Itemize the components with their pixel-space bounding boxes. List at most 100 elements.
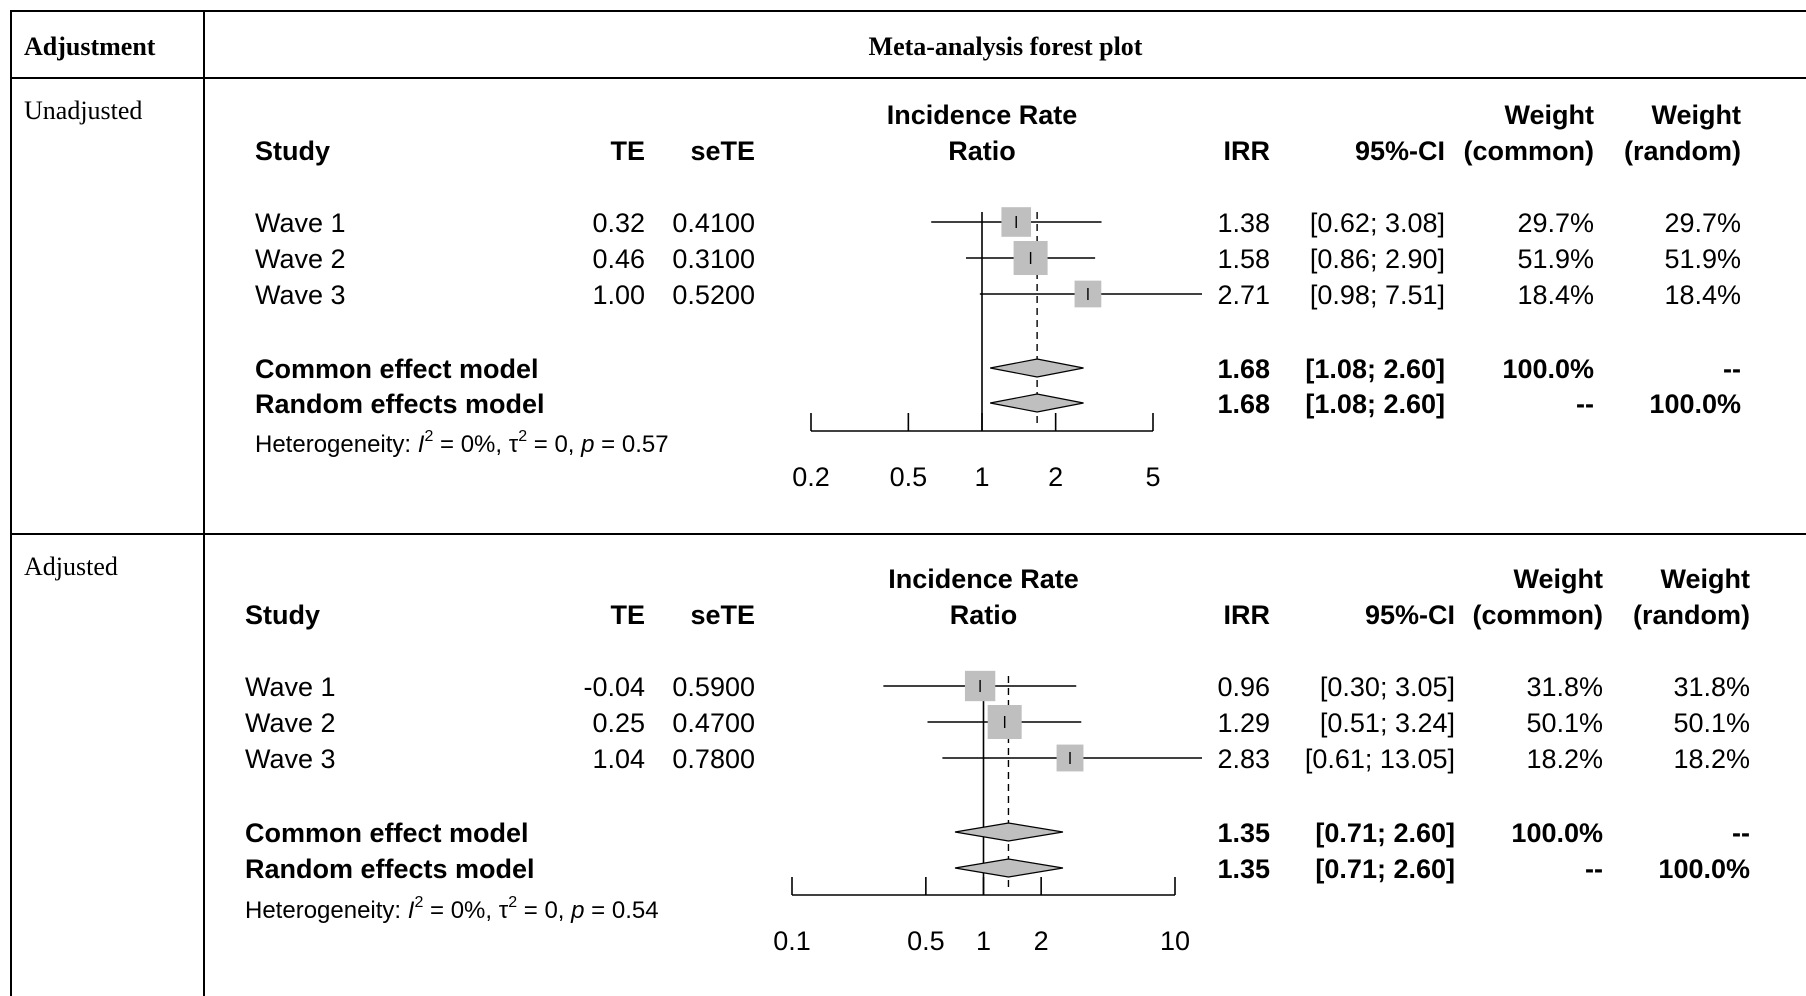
x-axis-tick-label: 1	[976, 926, 991, 956]
study-weight-common: 18.4%	[1517, 280, 1594, 310]
model-diamond	[990, 393, 1084, 413]
model-ci: [0.71; 2.60]	[1315, 818, 1455, 848]
column-header-weight-common-1: Weight	[1514, 564, 1604, 594]
study-label: Wave 2	[245, 708, 336, 738]
heterogeneity-text: Heterogeneity: I2 = 0%, τ2 = 0, p = 0.54	[245, 894, 659, 924]
study-weight-common: 29.7%	[1517, 208, 1594, 238]
study-label: Wave 1	[255, 208, 346, 238]
model-label: Common effect model	[245, 818, 529, 848]
model-weight-common: --	[1576, 389, 1594, 419]
study-ci: [0.30; 3.05]	[1320, 672, 1455, 702]
model-weight-common: 100.0%	[1502, 354, 1594, 384]
study-te: -0.04	[583, 672, 645, 702]
x-axis-tick-label: 0.5	[907, 926, 945, 956]
study-label: Wave 3	[255, 280, 346, 310]
table-left-border	[10, 10, 12, 996]
x-axis-tick-label: 1	[974, 462, 989, 492]
study-label: Wave 3	[245, 744, 336, 774]
study-sete: 0.5200	[672, 280, 755, 310]
model-weight-random: 100.0%	[1658, 854, 1750, 884]
column-header-weight-common-1: Weight	[1505, 100, 1595, 130]
column-header-sete: seTE	[690, 600, 755, 630]
study-ci: [0.61; 13.05]	[1305, 744, 1455, 774]
study-weight-common: 50.1%	[1526, 708, 1603, 738]
model-weight-common: 100.0%	[1511, 818, 1603, 848]
study-ci: [0.86; 2.90]	[1310, 244, 1445, 274]
study-sete: 0.5900	[672, 672, 755, 702]
header-bottom-border	[10, 77, 1806, 79]
model-irr: 1.35	[1217, 818, 1270, 848]
study-irr: 1.38	[1217, 208, 1270, 238]
model-irr: 1.68	[1217, 354, 1270, 384]
model-irr: 1.35	[1217, 854, 1270, 884]
column-header-irr: IRR	[1224, 600, 1271, 630]
row-divider	[10, 533, 1806, 535]
study-irr: 1.29	[1217, 708, 1270, 738]
x-axis-tick-label: 0.1	[773, 926, 811, 956]
study-weight-random: 51.9%	[1664, 244, 1741, 274]
x-axis-tick-label: 5	[1145, 462, 1160, 492]
study-weight-common: 51.9%	[1517, 244, 1594, 274]
study-te: 1.00	[592, 280, 645, 310]
column-header-weight-random-2: (random)	[1633, 600, 1750, 630]
model-ci: [0.71; 2.60]	[1315, 854, 1455, 884]
column-header-ci: 95%-CI	[1365, 600, 1455, 630]
model-ci: [1.08; 2.60]	[1305, 389, 1445, 419]
column-header-weight-common-2: (common)	[1473, 600, 1604, 630]
results-table: Adjustment Meta-analysis forest plot Una…	[10, 10, 1806, 996]
column-header-sete: seTE	[690, 136, 755, 166]
heterogeneity-text: Heterogeneity: I2 = 0%, τ2 = 0, p = 0.57	[255, 428, 669, 458]
model-weight-random: --	[1732, 818, 1750, 848]
study-label: Wave 2	[255, 244, 346, 274]
study-te: 0.46	[592, 244, 645, 274]
study-weight-common: 18.2%	[1526, 744, 1603, 774]
column-header-irr: IRR	[1224, 136, 1271, 166]
column-header-weight-random-1: Weight	[1661, 564, 1751, 594]
study-ci: [0.51; 3.24]	[1320, 708, 1455, 738]
study-te: 1.04	[592, 744, 645, 774]
model-weight-common: --	[1585, 854, 1603, 884]
study-irr: 0.96	[1217, 672, 1270, 702]
column-header-weight-common-2: (common)	[1464, 136, 1595, 166]
study-ci: [0.98; 7.51]	[1310, 280, 1445, 310]
model-label: Random effects model	[245, 854, 535, 884]
x-axis-tick-label: 2	[1034, 926, 1049, 956]
model-ci: [1.08; 2.60]	[1305, 354, 1445, 384]
study-weight-random: 18.4%	[1664, 280, 1741, 310]
study-ci: [0.62; 3.08]	[1310, 208, 1445, 238]
model-diamond	[990, 358, 1084, 378]
column-header-te: TE	[610, 600, 645, 630]
axis-title-line1: Incidence Rate	[887, 100, 1078, 130]
study-sete: 0.3100	[672, 244, 755, 274]
column-header-ci: 95%-CI	[1355, 136, 1445, 166]
header-adjustment: Adjustment	[24, 32, 156, 61]
study-sete: 0.4700	[672, 708, 755, 738]
study-sete: 0.7800	[672, 744, 755, 774]
header-forest-plot: Meta-analysis forest plot	[868, 32, 1143, 61]
x-axis-tick-label: 0.5	[890, 462, 928, 492]
model-weight-random: --	[1723, 354, 1741, 384]
study-irr: 2.83	[1217, 744, 1270, 774]
study-label: Wave 1	[245, 672, 336, 702]
model-diamond	[954, 822, 1064, 842]
column-divider	[203, 10, 205, 996]
study-irr: 1.58	[1217, 244, 1270, 274]
axis-title-line2: Ratio	[950, 600, 1018, 630]
study-weight-random: 29.7%	[1664, 208, 1741, 238]
column-header-weight-random-1: Weight	[1652, 100, 1742, 130]
row-label-unadjusted: Unadjusted	[24, 96, 143, 125]
x-axis-tick-label: 10	[1160, 926, 1190, 956]
x-axis-tick-label: 2	[1048, 462, 1063, 492]
study-weight-random: 31.8%	[1673, 672, 1750, 702]
study-weight-random: 50.1%	[1673, 708, 1750, 738]
study-weight-common: 31.8%	[1526, 672, 1603, 702]
study-weight-random: 18.2%	[1673, 744, 1750, 774]
axis-title-line2: Ratio	[948, 136, 1016, 166]
model-irr: 1.68	[1217, 389, 1270, 419]
model-label: Common effect model	[255, 354, 539, 384]
study-sete: 0.4100	[672, 208, 755, 238]
study-te: 0.25	[592, 708, 645, 738]
study-te: 0.32	[592, 208, 645, 238]
column-header-weight-random-2: (random)	[1624, 136, 1741, 166]
column-header-te: TE	[610, 136, 645, 166]
